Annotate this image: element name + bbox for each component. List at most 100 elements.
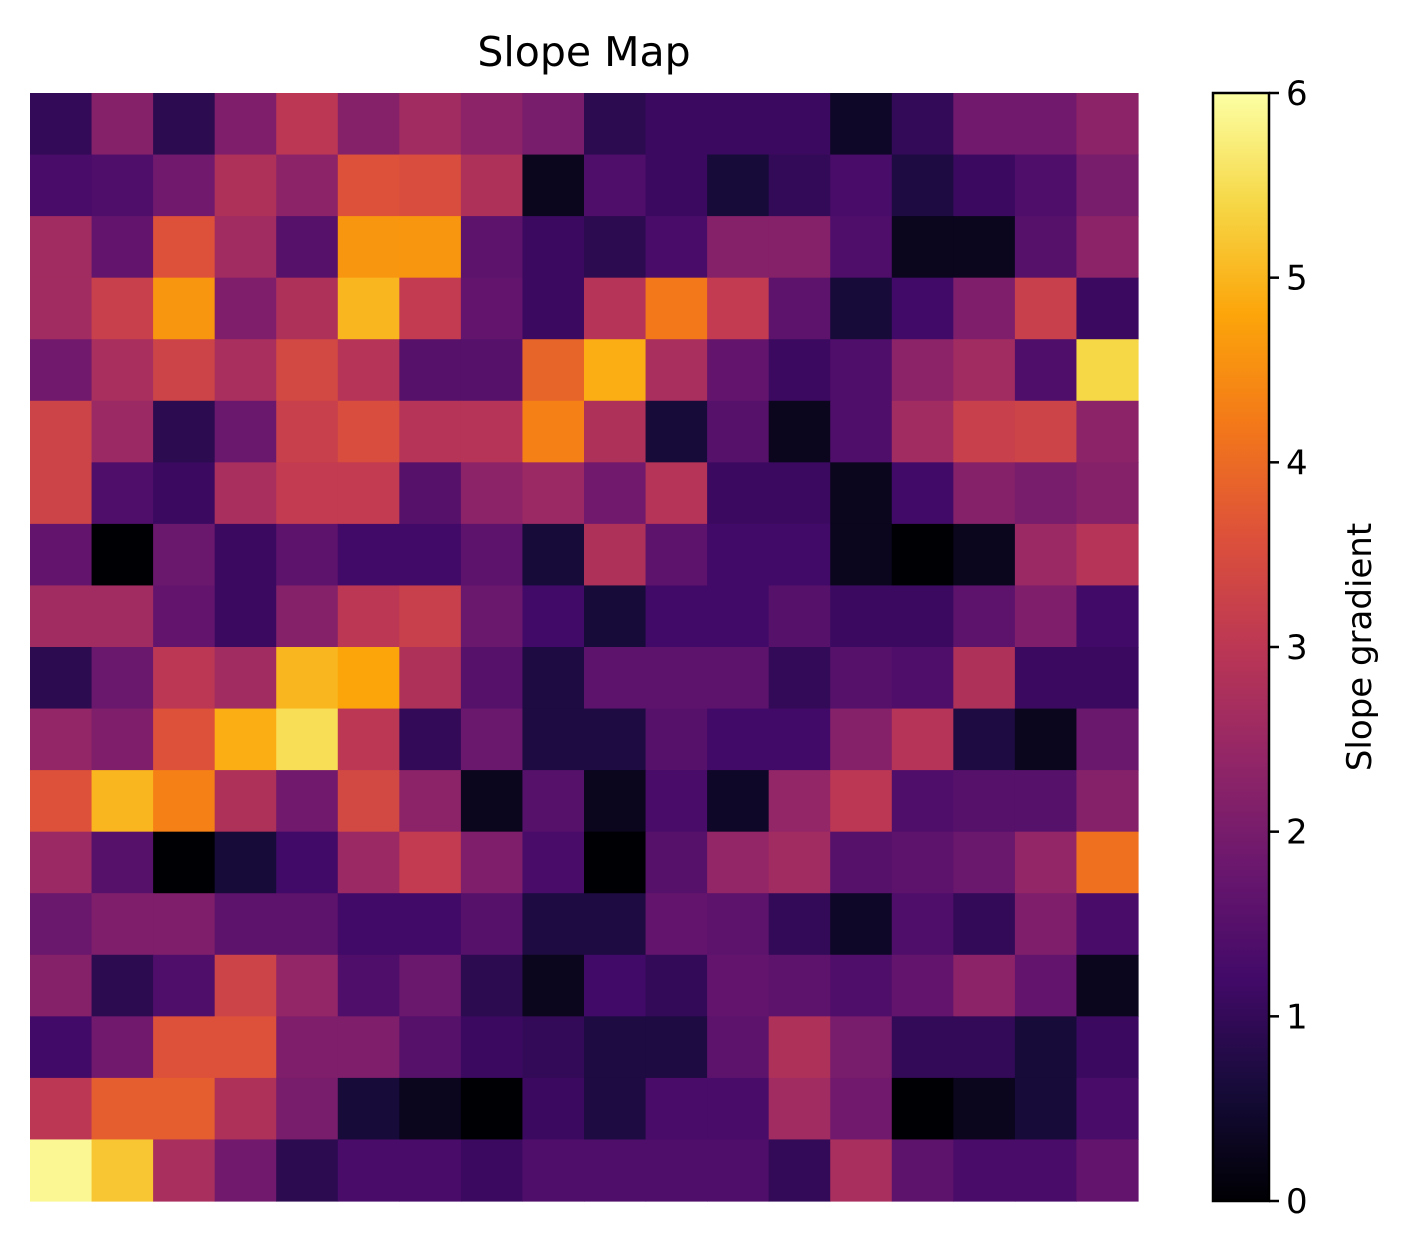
heatmap-cell bbox=[830, 1139, 892, 1201]
heatmap-cell bbox=[461, 462, 523, 524]
chart-title: Slope Map bbox=[477, 28, 690, 76]
colorbar-tick-label: 1 bbox=[1286, 997, 1308, 1037]
heatmap-cell bbox=[892, 401, 954, 463]
heatmap-cell bbox=[953, 1078, 1015, 1140]
heatmap-cell bbox=[769, 1016, 831, 1078]
heatmap-cell bbox=[1015, 647, 1077, 709]
heatmap-cell bbox=[830, 1078, 892, 1140]
heatmap-cell bbox=[399, 216, 461, 278]
heatmap-cell bbox=[1076, 278, 1138, 340]
heatmap-cell bbox=[522, 832, 584, 894]
heatmap-cell bbox=[584, 524, 646, 586]
heatmap-cell bbox=[215, 955, 277, 1017]
heatmap-cell bbox=[338, 893, 400, 955]
heatmap-cell bbox=[646, 524, 708, 586]
heatmap-cell bbox=[953, 709, 1015, 771]
heatmap-cell bbox=[707, 339, 769, 401]
heatmap-cell bbox=[399, 647, 461, 709]
heatmap-cell bbox=[215, 1078, 277, 1140]
heatmap-cell bbox=[646, 401, 708, 463]
heatmap-cell bbox=[830, 1016, 892, 1078]
heatmap-cell bbox=[892, 462, 954, 524]
heatmap-cell bbox=[399, 401, 461, 463]
heatmap-cell bbox=[215, 1139, 277, 1201]
heatmap-cell bbox=[953, 893, 1015, 955]
heatmap-cell bbox=[522, 401, 584, 463]
heatmap-cell bbox=[522, 1016, 584, 1078]
heatmap-cell bbox=[461, 955, 523, 1017]
heatmap-cell bbox=[707, 585, 769, 647]
heatmap-cell bbox=[646, 278, 708, 340]
heatmap-cell bbox=[522, 893, 584, 955]
heatmap-cell bbox=[1015, 893, 1077, 955]
heatmap-cell bbox=[953, 462, 1015, 524]
heatmap-cell bbox=[399, 585, 461, 647]
heatmap-cell bbox=[92, 339, 154, 401]
heatmap-cell bbox=[584, 832, 646, 894]
heatmap-cell bbox=[276, 709, 338, 771]
heatmap-cell bbox=[92, 1078, 154, 1140]
heatmap-cell bbox=[953, 216, 1015, 278]
heatmap-cell bbox=[30, 93, 92, 155]
heatmap-cell bbox=[1076, 1139, 1138, 1201]
heatmap-cell bbox=[953, 155, 1015, 217]
heatmap-cell bbox=[30, 401, 92, 463]
heatmap-cell bbox=[461, 278, 523, 340]
heatmap-cell bbox=[338, 832, 400, 894]
heatmap-cell bbox=[892, 155, 954, 217]
heatmap-cell bbox=[892, 955, 954, 1017]
heatmap-cell bbox=[338, 955, 400, 1017]
heatmap-cell bbox=[584, 339, 646, 401]
heatmap-cell bbox=[92, 955, 154, 1017]
heatmap-cell bbox=[646, 339, 708, 401]
heatmap-cell bbox=[30, 585, 92, 647]
heatmap-cell bbox=[1015, 278, 1077, 340]
heatmap-cell bbox=[338, 155, 400, 217]
heatmap-cell bbox=[769, 1139, 831, 1201]
colorbar bbox=[1213, 93, 1269, 1201]
heatmap-cell bbox=[1015, 524, 1077, 586]
heatmap-cell bbox=[1015, 709, 1077, 771]
heatmap-cell bbox=[1076, 401, 1138, 463]
heatmap-cell bbox=[830, 93, 892, 155]
heatmap-cell bbox=[1015, 770, 1077, 832]
colorbar-tick-label: 3 bbox=[1286, 628, 1308, 668]
heatmap-cell bbox=[30, 155, 92, 217]
heatmap-cell bbox=[153, 401, 215, 463]
heatmap-cell bbox=[1076, 770, 1138, 832]
heatmap-cell bbox=[215, 585, 277, 647]
heatmap-cell bbox=[1076, 462, 1138, 524]
heatmap-cell bbox=[1076, 709, 1138, 771]
heatmap-cell bbox=[892, 647, 954, 709]
heatmap-cell bbox=[338, 524, 400, 586]
heatmap-cell bbox=[338, 462, 400, 524]
heatmap-cell bbox=[830, 893, 892, 955]
heatmap-cell bbox=[707, 770, 769, 832]
heatmap-cell bbox=[584, 1139, 646, 1201]
heatmap-cell bbox=[769, 278, 831, 340]
heatmap-cell bbox=[769, 339, 831, 401]
heatmap-cell bbox=[276, 93, 338, 155]
heatmap-cell bbox=[830, 832, 892, 894]
heatmap-cell bbox=[892, 709, 954, 771]
heatmap-cell bbox=[522, 709, 584, 771]
heatmap-cell bbox=[522, 462, 584, 524]
heatmap-cell bbox=[461, 709, 523, 771]
heatmap-cell bbox=[1015, 1139, 1077, 1201]
heatmap-cell bbox=[646, 216, 708, 278]
heatmap-cell bbox=[153, 1016, 215, 1078]
heatmap-cell bbox=[584, 585, 646, 647]
heatmap-cell bbox=[92, 709, 154, 771]
heatmap-cell bbox=[215, 216, 277, 278]
heatmap-cell bbox=[215, 278, 277, 340]
heatmap-cell bbox=[215, 524, 277, 586]
heatmap-cell bbox=[584, 647, 646, 709]
heatmap-cell bbox=[769, 155, 831, 217]
heatmap-cell bbox=[707, 955, 769, 1017]
heatmap-cell bbox=[92, 401, 154, 463]
heatmap-cell bbox=[461, 401, 523, 463]
heatmap-cell bbox=[461, 93, 523, 155]
heatmap-cell bbox=[153, 524, 215, 586]
heatmap-cell bbox=[1076, 216, 1138, 278]
heatmap-cell bbox=[338, 770, 400, 832]
